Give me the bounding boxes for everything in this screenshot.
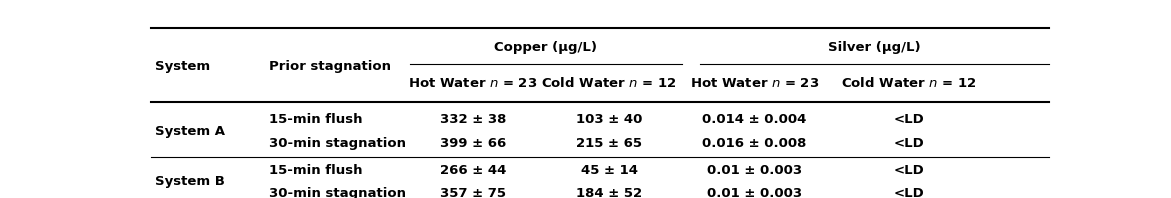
Text: 103 ± 40: 103 ± 40 — [576, 112, 643, 126]
Text: Cold Water $\mathbf{\it{n}}$ = 12: Cold Water $\mathbf{\it{n}}$ = 12 — [841, 76, 977, 90]
Text: Prior stagnation: Prior stagnation — [269, 60, 391, 73]
Text: <LD: <LD — [893, 137, 924, 150]
Text: 332 ± 38: 332 ± 38 — [440, 112, 506, 126]
Text: System: System — [156, 60, 211, 73]
Text: <LD: <LD — [893, 164, 924, 177]
Text: 215 ± 65: 215 ± 65 — [576, 137, 642, 150]
Text: <LD: <LD — [893, 187, 924, 198]
Text: Copper (μg/L): Copper (μg/L) — [494, 41, 597, 54]
Text: 184 ± 52: 184 ± 52 — [576, 187, 642, 198]
Text: Hot Water $\mathbf{\it{n}}$ = 23: Hot Water $\mathbf{\it{n}}$ = 23 — [409, 77, 537, 90]
Text: System B: System B — [156, 175, 225, 188]
Text: 0.016 ± 0.008: 0.016 ± 0.008 — [703, 137, 807, 150]
Text: 15-min flush: 15-min flush — [269, 112, 362, 126]
Text: 399 ± 66: 399 ± 66 — [440, 137, 506, 150]
Text: 266 ± 44: 266 ± 44 — [440, 164, 506, 177]
Text: <LD: <LD — [893, 112, 924, 126]
Text: 0.01 ± 0.003: 0.01 ± 0.003 — [707, 187, 802, 198]
Text: Hot Water $\mathbf{\it{n}}$ = 23: Hot Water $\mathbf{\it{n}}$ = 23 — [690, 77, 819, 90]
Text: 30-min stagnation: 30-min stagnation — [269, 137, 406, 150]
Text: 0.014 ± 0.004: 0.014 ± 0.004 — [703, 112, 807, 126]
Text: 357 ± 75: 357 ± 75 — [440, 187, 506, 198]
Text: 0.01 ± 0.003: 0.01 ± 0.003 — [707, 164, 802, 177]
Text: 45 ± 14: 45 ± 14 — [581, 164, 638, 177]
Text: Cold Water $\mathbf{\it{n}}$ = 12: Cold Water $\mathbf{\it{n}}$ = 12 — [541, 76, 677, 90]
Text: 15-min flush: 15-min flush — [269, 164, 362, 177]
Text: 30-min stagnation: 30-min stagnation — [269, 187, 406, 198]
Text: Silver (μg/L): Silver (μg/L) — [828, 41, 920, 54]
Text: System A: System A — [156, 125, 226, 138]
